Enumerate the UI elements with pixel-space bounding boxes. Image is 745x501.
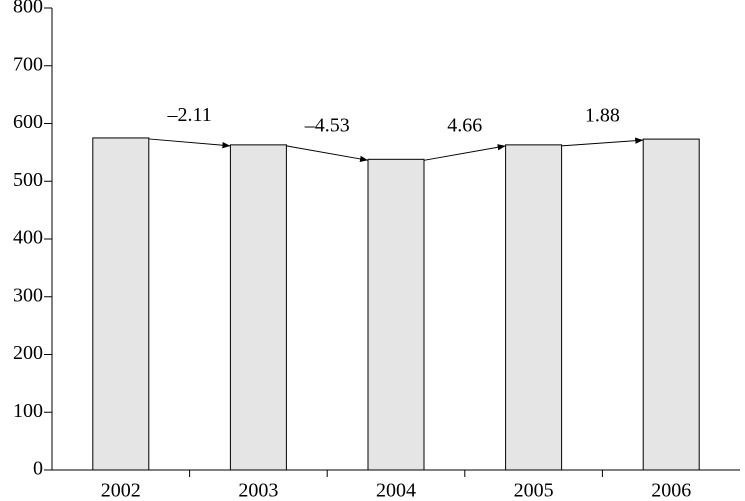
change-label: 1.88 [585,105,620,127]
x-tick-label: 2005 [514,480,554,501]
x-tick-label: 2003 [238,480,278,501]
y-tick-label: 200 [13,342,43,364]
y-tick-label: 800 [13,0,43,18]
y-tick-label: 600 [13,111,43,133]
y-tick-label: 300 [13,284,43,306]
change-arrow [148,138,231,149]
x-tick-label: 2006 [651,480,691,501]
bar [92,137,150,471]
y-tick-label: 500 [13,169,43,191]
bar [229,144,287,471]
bar [642,138,700,471]
change-label: 4.66 [447,115,482,137]
change-label: –4.53 [304,115,350,137]
y-tick-label: 0 [33,458,43,480]
bar [367,158,425,471]
change-label: –2.11 [166,104,211,126]
change-arrow [286,145,369,163]
x-tick-label: 2004 [376,480,416,501]
y-tick-label: 100 [13,400,43,422]
change-arrow [423,144,506,161]
change-arrow [561,137,644,147]
bar [505,144,563,471]
y-tick-label: 400 [13,227,43,249]
y-tick-label: 700 [13,53,43,75]
x-tick-label: 2002 [101,480,141,501]
